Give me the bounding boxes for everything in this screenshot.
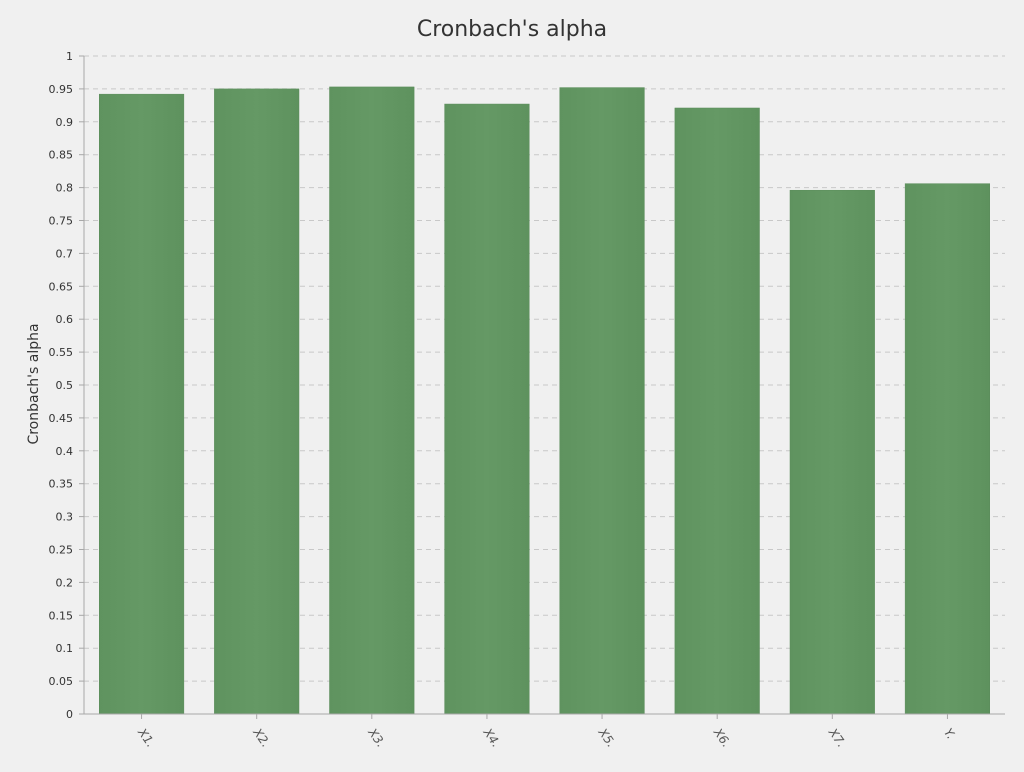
y-tick-label: 0.35 bbox=[49, 478, 74, 491]
x-tick-label: X4. bbox=[480, 725, 503, 750]
x-tick-label: X2. bbox=[250, 725, 273, 750]
y-tick-label: 0.95 bbox=[49, 83, 74, 96]
bar bbox=[214, 88, 300, 715]
x-tick-label: X6. bbox=[710, 725, 733, 750]
bar bbox=[559, 87, 645, 715]
y-tick-label: 0.65 bbox=[49, 280, 74, 293]
bar bbox=[99, 93, 185, 715]
x-tick-label: Y. bbox=[941, 726, 958, 742]
y-tick-label: 1 bbox=[66, 50, 73, 63]
y-tick-label: 0.85 bbox=[49, 149, 74, 162]
y-tick-label: 0.1 bbox=[56, 642, 74, 655]
y-axis-title: Cronbach's alpha bbox=[26, 323, 42, 444]
y-tick-labels: 0 0.05 0.1 0.15 0.2 0.25 0.3 0.35 0.4 0.45 0.5 0.55… bbox=[49, 50, 84, 721]
x-tick-label: X3. bbox=[365, 725, 388, 750]
y-tick-label: 0.2 bbox=[56, 576, 74, 589]
y-tick-label: 0.05 bbox=[49, 675, 74, 688]
y-tick-label: 0.75 bbox=[49, 215, 74, 228]
y-tick-label: 0.25 bbox=[49, 544, 74, 557]
y-tick-label: 0.4 bbox=[56, 445, 74, 458]
y-tick-label: 0.3 bbox=[56, 511, 74, 524]
bar bbox=[329, 86, 415, 715]
bar bbox=[674, 107, 760, 715]
y-tick-label: 0.6 bbox=[56, 313, 74, 326]
x-tick-label: X5. bbox=[595, 725, 618, 750]
y-tick-label: 0.7 bbox=[56, 247, 74, 260]
x-tick-label: X1. bbox=[135, 725, 158, 750]
y-tick-label: 0.55 bbox=[49, 346, 74, 359]
y-tick-label: 0.15 bbox=[49, 609, 74, 622]
y-tick-label: 0.45 bbox=[49, 412, 74, 425]
y-tick-label: 0 bbox=[66, 708, 73, 721]
bar bbox=[904, 183, 990, 715]
x-tick-labels: X1. X2. X3. X4. X5. X6. X7. Y. bbox=[135, 714, 958, 750]
bars bbox=[99, 86, 990, 715]
bar bbox=[789, 189, 875, 715]
y-tick-label: 0.8 bbox=[56, 182, 74, 195]
chart-title: Cronbach's alpha bbox=[417, 17, 607, 42]
y-tick-label: 0.5 bbox=[56, 379, 74, 392]
bar bbox=[444, 103, 530, 715]
y-tick-label: 0.9 bbox=[56, 116, 74, 129]
x-tick-label: X7. bbox=[825, 725, 848, 750]
